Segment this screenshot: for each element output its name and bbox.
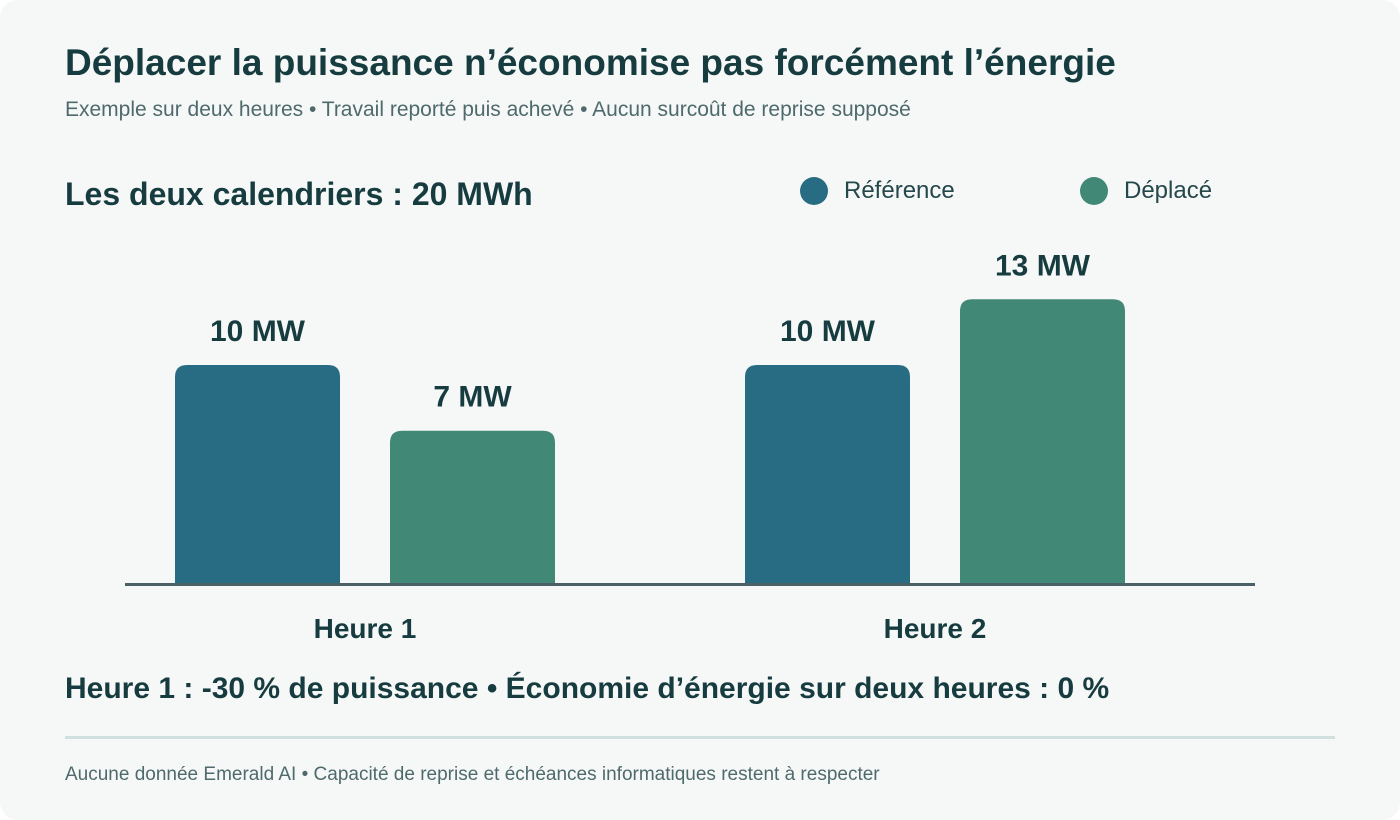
bar-shifted-2 [960, 299, 1125, 584]
legend-item-reference: Référence [800, 174, 955, 208]
bar-value-label-reference-2: 10 MW [780, 315, 876, 348]
legend-label-shifted: Déplacé [1124, 177, 1213, 204]
bar-value-label-reference-1: 10 MW [210, 315, 306, 348]
divider [65, 736, 1335, 739]
bar-shifted-1 [390, 430, 555, 584]
legend-swatch-reference [800, 177, 828, 205]
footnote: Aucune donnée Emerald AI • Capacité de r… [65, 764, 880, 785]
legend-swatch-shifted [1080, 177, 1108, 205]
chart-title: Déplacer la puissance n’économise pas fo… [65, 42, 1116, 83]
bar-value-label-shifted-1: 7 MW [433, 381, 512, 414]
bar-value-label-shifted-2: 13 MW [995, 249, 1091, 282]
summary-text: Heure 1 : -30 % de puissance • Économie … [65, 672, 1110, 705]
legend-label-reference: Référence [844, 177, 955, 204]
total-energy-label: Les deux calendriers : 20 MWh [65, 176, 533, 212]
category-label-1: Heure 1 [314, 613, 417, 644]
legend-item-shifted: Déplacé [1080, 174, 1212, 208]
bar-reference-2 [745, 365, 910, 584]
chart-subtitle: Exemple sur deux heures • Travail report… [65, 98, 911, 121]
bar-reference-1 [175, 365, 340, 584]
category-label-2: Heure 2 [884, 613, 987, 644]
